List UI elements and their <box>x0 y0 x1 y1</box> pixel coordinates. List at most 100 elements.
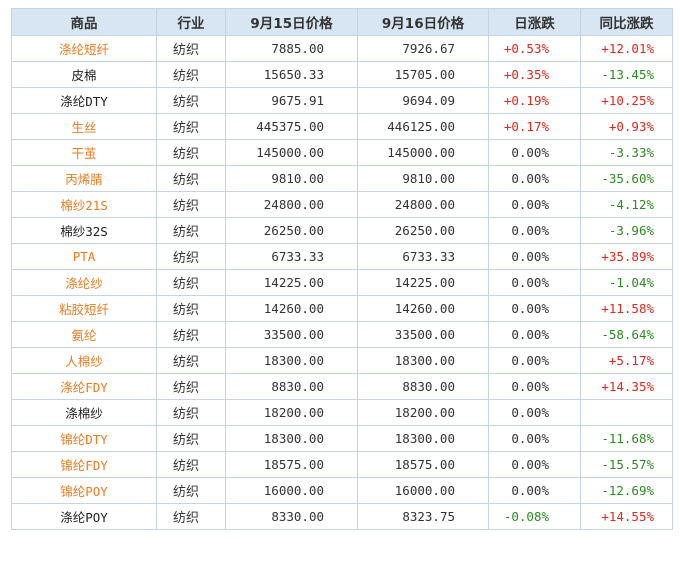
daily-change-cell: +0.53% <box>488 35 581 62</box>
industry-cell: 纺织 <box>156 217 226 244</box>
table-row: 锦纶POY 纺织 16000.00 16000.00 0.00% -12.69% <box>11 477 673 504</box>
table-row: 氨纶 纺织 33500.00 33500.00 0.00% -58.64% <box>11 321 673 348</box>
table-row: 涤纶FDY 纺织 8830.00 8830.00 0.00% +14.35% <box>11 373 673 400</box>
daily-change-cell: 0.00% <box>488 451 581 478</box>
product-name: 涤棉纱 <box>11 399 157 426</box>
table-row: 涤纶短纤 纺织 7885.00 7926.67 +0.53% +12.01% <box>11 35 673 62</box>
price-sep15-cell: 14260.00 <box>225 295 358 322</box>
price-sep16-cell: 6733.33 <box>357 243 489 270</box>
table-body: 涤纶短纤 纺织 7885.00 7926.67 +0.53% +12.01% 皮棉 纺织 156… <box>11 35 673 530</box>
yoy-change-cell: -11.68% <box>580 425 673 452</box>
yoy-change-cell: -4.12% <box>580 191 673 218</box>
table-header-row: 商品 行业 9月15日价格 9月16日价格 日涨跌 同比涨跌 <box>11 8 673 36</box>
daily-change-cell: 0.00% <box>488 425 581 452</box>
price-sep16-cell: 33500.00 <box>357 321 489 348</box>
product-name-link[interactable]: 生丝 <box>11 113 157 140</box>
table-row: PTA 纺织 6733.33 6733.33 0.00% +35.89% <box>11 243 673 270</box>
commodity-price-table: 商品 行业 9月15日价格 9月16日价格 日涨跌 同比涨跌 涤纶短纤 纺织 788… <box>11 8 673 530</box>
product-name-link[interactable]: 氨纶 <box>11 321 157 348</box>
price-sep15-cell: 145000.00 <box>225 139 358 166</box>
yoy-change-cell: -1.04% <box>580 269 673 296</box>
industry-cell: 纺织 <box>156 191 226 218</box>
table-row: 皮棉 纺织 15650.33 15705.00 +0.35% -13.45% <box>11 61 673 88</box>
product-name-link[interactable]: 干茧 <box>11 139 157 166</box>
price-sep15-cell: 26250.00 <box>225 217 358 244</box>
product-name-link[interactable]: 丙烯腈 <box>11 165 157 192</box>
price-sep15-cell: 8830.00 <box>225 373 358 400</box>
header-price-sep15: 9月15日价格 <box>225 8 358 36</box>
product-name-link[interactable]: PTA <box>11 243 157 270</box>
table-row: 涤纶DTY 纺织 9675.91 9694.09 +0.19% +10.25% <box>11 87 673 114</box>
daily-change-cell: 0.00% <box>488 477 581 504</box>
table-row: 粘胶短纤 纺织 14260.00 14260.00 0.00% +11.58% <box>11 295 673 322</box>
price-sep15-cell: 33500.00 <box>225 321 358 348</box>
product-name-link[interactable]: 粘胶短纤 <box>11 295 157 322</box>
industry-cell: 纺织 <box>156 373 226 400</box>
industry-cell: 纺织 <box>156 347 226 374</box>
industry-cell: 纺织 <box>156 477 226 504</box>
price-sep16-cell: 24800.00 <box>357 191 489 218</box>
product-name-link[interactable]: 锦纶FDY <box>11 451 157 478</box>
price-sep16-cell: 14260.00 <box>357 295 489 322</box>
price-sep16-cell: 14225.00 <box>357 269 489 296</box>
daily-change-cell: -0.08% <box>488 503 581 530</box>
industry-cell: 纺织 <box>156 87 226 114</box>
price-sep15-cell: 6733.33 <box>225 243 358 270</box>
yoy-change-cell: +12.01% <box>580 35 673 62</box>
yoy-change-cell: +14.55% <box>580 503 673 530</box>
industry-cell: 纺织 <box>156 139 226 166</box>
price-sep16-cell: 15705.00 <box>357 61 489 88</box>
product-name: 涤纶POY <box>11 503 157 530</box>
industry-cell: 纺织 <box>156 243 226 270</box>
price-sep15-cell: 16000.00 <box>225 477 358 504</box>
industry-cell: 纺织 <box>156 35 226 62</box>
industry-cell: 纺织 <box>156 295 226 322</box>
product-name: 皮棉 <box>11 61 157 88</box>
yoy-change-cell: -3.33% <box>580 139 673 166</box>
price-sep15-cell: 24800.00 <box>225 191 358 218</box>
product-name-link[interactable]: 涤纶FDY <box>11 373 157 400</box>
yoy-change-cell <box>580 399 673 426</box>
price-sep16-cell: 7926.67 <box>357 35 489 62</box>
product-name-link[interactable]: 锦纶DTY <box>11 425 157 452</box>
price-sep15-cell: 18300.00 <box>225 425 358 452</box>
yoy-change-cell: +14.35% <box>580 373 673 400</box>
daily-change-cell: 0.00% <box>488 191 581 218</box>
daily-change-cell: 0.00% <box>488 373 581 400</box>
industry-cell: 纺织 <box>156 269 226 296</box>
table-row: 干茧 纺织 145000.00 145000.00 0.00% -3.33% <box>11 139 673 166</box>
price-table-container: 商品 行业 9月15日价格 9月16日价格 日涨跌 同比涨跌 涤纶短纤 纺织 788… <box>11 8 673 530</box>
product-name-link[interactable]: 锦纶POY <box>11 477 157 504</box>
price-sep16-cell: 8830.00 <box>357 373 489 400</box>
product-name-link[interactable]: 棉纱21S <box>11 191 157 218</box>
daily-change-cell: 0.00% <box>488 165 581 192</box>
daily-change-cell: 0.00% <box>488 139 581 166</box>
yoy-change-cell: -58.64% <box>580 321 673 348</box>
product-name-link[interactable]: 人棉纱 <box>11 347 157 374</box>
product-name-link[interactable]: 涤纶短纤 <box>11 35 157 62</box>
price-sep16-cell: 18300.00 <box>357 347 489 374</box>
daily-change-cell: 0.00% <box>488 269 581 296</box>
industry-cell: 纺织 <box>156 113 226 140</box>
price-sep15-cell: 7885.00 <box>225 35 358 62</box>
daily-change-cell: 0.00% <box>488 347 581 374</box>
daily-change-cell: +0.19% <box>488 87 581 114</box>
product-name: 棉纱32S <box>11 217 157 244</box>
price-sep16-cell: 8323.75 <box>357 503 489 530</box>
yoy-change-cell: -12.69% <box>580 477 673 504</box>
industry-cell: 纺织 <box>156 503 226 530</box>
industry-cell: 纺织 <box>156 451 226 478</box>
table-row: 棉纱32S 纺织 26250.00 26250.00 0.00% -3.96% <box>11 217 673 244</box>
price-sep15-cell: 445375.00 <box>225 113 358 140</box>
yoy-change-cell: -3.96% <box>580 217 673 244</box>
price-sep16-cell: 9810.00 <box>357 165 489 192</box>
yoy-change-cell: +10.25% <box>580 87 673 114</box>
header-yoy-change: 同比涨跌 <box>580 8 673 36</box>
price-sep16-cell: 9694.09 <box>357 87 489 114</box>
yoy-change-cell: +35.89% <box>580 243 673 270</box>
price-sep16-cell: 18200.00 <box>357 399 489 426</box>
price-sep15-cell: 8330.00 <box>225 503 358 530</box>
yoy-change-cell: -13.45% <box>580 61 673 88</box>
yoy-change-cell: -15.57% <box>580 451 673 478</box>
product-name-link[interactable]: 涤纶纱 <box>11 269 157 296</box>
